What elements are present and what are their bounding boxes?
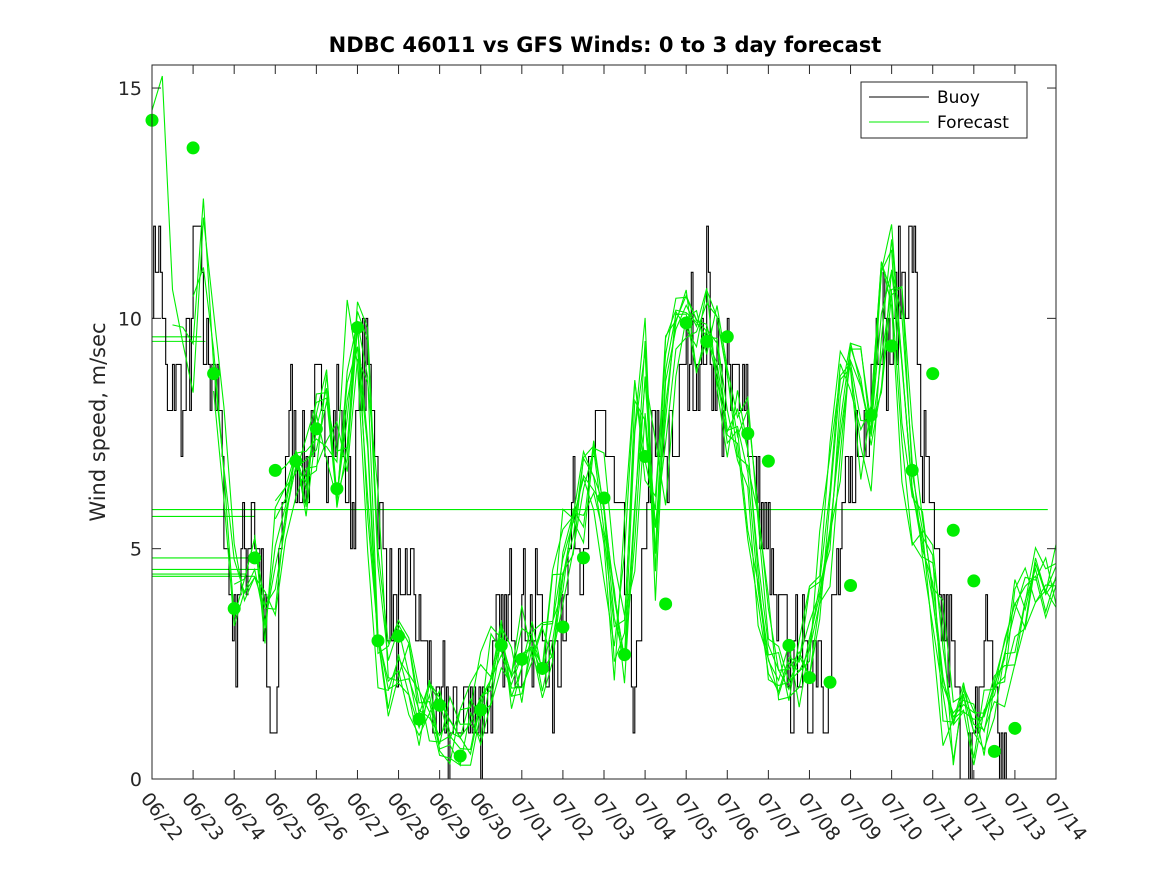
- legend-forecast-label: Forecast: [937, 113, 1009, 133]
- forecast-dot: [741, 427, 755, 441]
- buoy-series: [152, 225, 1012, 779]
- forecast-dot: [474, 703, 488, 717]
- forecast-dot: [905, 463, 919, 477]
- y-tick-label: 5: [130, 539, 142, 561]
- legend-buoy-label: Buoy: [937, 88, 980, 108]
- y-tick-label: 0: [130, 769, 142, 791]
- forecast-dot: [576, 551, 590, 565]
- forecast-dot: [494, 638, 508, 652]
- forecast-dot: [535, 661, 549, 675]
- forecast-dot: [700, 334, 714, 348]
- forecast-dot: [761, 454, 775, 468]
- forecast-dot: [926, 367, 940, 381]
- forecast-line: [254, 224, 1056, 750]
- y-axis-label: Wind speed, m/sec: [86, 322, 110, 521]
- forecast-dot: [802, 671, 816, 685]
- forecast-dot: [289, 454, 303, 468]
- forecast-dot: [330, 482, 344, 496]
- forecast-dot: [248, 551, 262, 565]
- forecast-line: [274, 261, 1056, 766]
- forecast-dot: [946, 523, 960, 537]
- forecast-dot: [864, 408, 878, 422]
- forecast-dot: [350, 321, 364, 335]
- forecast-dot: [309, 422, 323, 436]
- forecast-line: [274, 262, 1056, 761]
- forecast-dot: [679, 316, 693, 330]
- forecast-dot: [186, 141, 200, 155]
- forecast-dot: [844, 579, 858, 593]
- forecast-dot: [720, 330, 734, 344]
- legend: Buoy Forecast: [860, 81, 1028, 139]
- buoy-line: [152, 225, 1012, 779]
- forecast-dot: [885, 339, 899, 353]
- forecast-dot: [268, 463, 282, 477]
- y-tick-label: 10: [118, 308, 142, 330]
- forecast-dot: [967, 574, 981, 588]
- legend-box: [860, 81, 1028, 139]
- forecast-dot: [638, 450, 652, 464]
- forecast-dot: [392, 629, 406, 643]
- forecast-dot: [597, 491, 611, 505]
- forecast-dot: [453, 749, 467, 763]
- plot-area: [145, 64, 1057, 780]
- forecast-dot: [618, 648, 632, 662]
- forecast-dot: [659, 597, 673, 611]
- y-axis: 0 5 10 15: [118, 78, 1056, 791]
- forecast-dot: [371, 634, 385, 648]
- forecast-dot: [207, 367, 221, 381]
- forecast-dot: [515, 652, 529, 666]
- forecast-dots: [145, 113, 1022, 763]
- forecast-dot: [433, 698, 447, 712]
- forecast-dot: [823, 675, 837, 689]
- forecast-dot: [987, 744, 1001, 758]
- forecast-dot: [412, 712, 426, 726]
- chart-title: NDBC 46011 vs GFS Winds: 0 to 3 day fore…: [329, 33, 882, 57]
- forecast-dot: [227, 602, 241, 616]
- forecast-dot: [556, 620, 570, 634]
- forecast-dot: [782, 638, 796, 652]
- y-tick-label: 15: [118, 78, 142, 100]
- forecast-dot: [1008, 721, 1022, 735]
